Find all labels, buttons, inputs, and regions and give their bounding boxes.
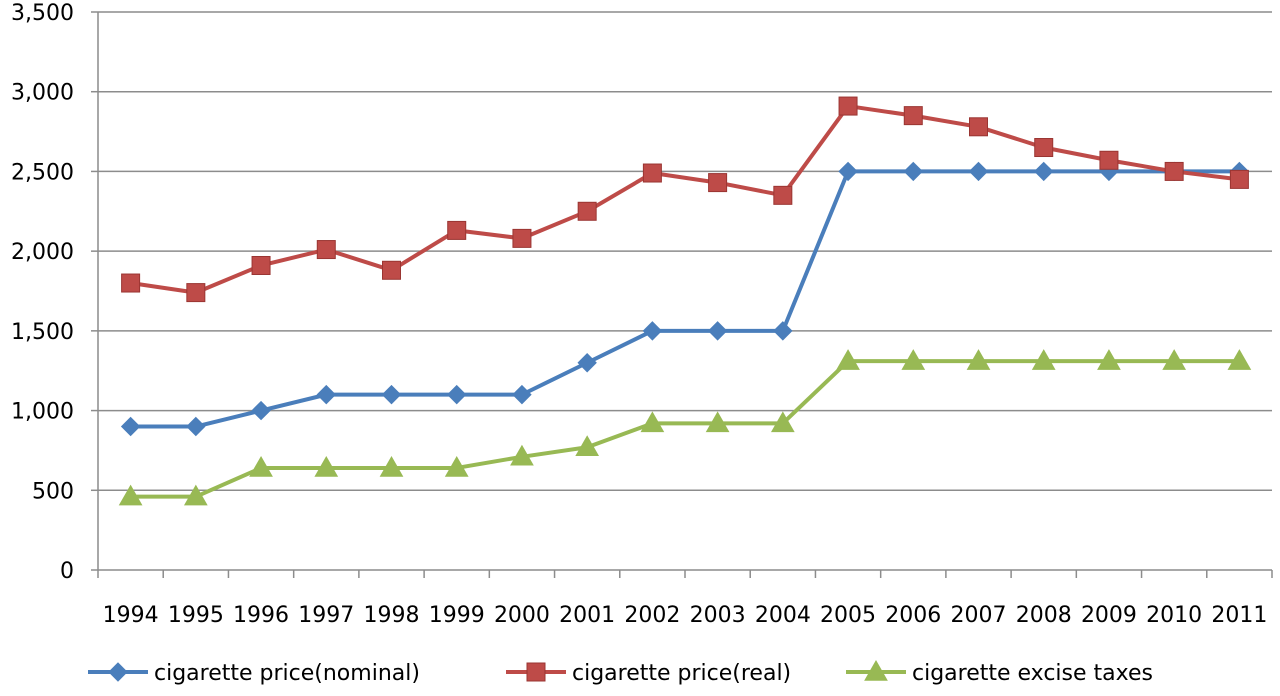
data-point (836, 349, 860, 370)
data-point (316, 384, 336, 405)
data-point (121, 273, 141, 293)
legend-label: cigarette excise taxes (912, 661, 1153, 686)
data-point (249, 455, 273, 477)
x-tick-label: 1999 (429, 603, 485, 628)
x-tick-labels: 1994 1995 1996 1997 1998 1999 2000 2001 2002 2003… (103, 603, 1268, 628)
data-point (1162, 349, 1187, 370)
x-tick-label: 1997 (298, 603, 354, 628)
data-point (1229, 169, 1249, 189)
y-tick-label: 1,000 (11, 400, 74, 425)
data-point (510, 444, 534, 466)
data-point (186, 416, 206, 437)
y-tick-labels: 0 500 1,000 1,500 2,000 2,500 3,000 3,500 (11, 1, 74, 584)
data-point (640, 411, 665, 433)
data-point (903, 106, 923, 126)
y-tick-label: 3,000 (11, 81, 74, 106)
data-point (642, 163, 662, 183)
data-point (381, 384, 402, 405)
data-point (575, 435, 600, 456)
data-point (969, 117, 988, 137)
legend-marker (526, 662, 546, 682)
data-point (707, 321, 728, 341)
x-tick-label: 2008 (1016, 603, 1072, 628)
legend: cigarette price(nominal) cigarette price(… (88, 659, 1153, 686)
data-point (577, 353, 597, 373)
x-tick-label: 2009 (1081, 603, 1137, 628)
gridlines (98, 11, 1272, 492)
data-point (186, 283, 206, 303)
legend-marker (108, 662, 128, 682)
axes (91, 11, 1273, 578)
data-point (642, 321, 663, 341)
data-point (773, 185, 793, 205)
y-tick-label: 2,000 (11, 240, 74, 265)
y-tick-label: 3,500 (11, 1, 74, 26)
data-point (120, 416, 141, 437)
series-line (130, 104, 1240, 295)
data-point (1034, 138, 1054, 158)
data-point (316, 240, 336, 260)
data-point (251, 400, 271, 421)
x-tick-label: 2004 (755, 603, 811, 628)
data-point (838, 161, 858, 182)
data-point (901, 349, 926, 370)
x-tick-label: 2007 (951, 603, 1007, 628)
data-point (903, 161, 923, 182)
data-point (382, 260, 401, 280)
y-tick-label: 2,500 (11, 160, 74, 185)
data-point (1031, 349, 1056, 370)
x-tick-label: 2000 (494, 603, 550, 628)
data-point (379, 455, 404, 477)
data-point (577, 201, 597, 221)
data-point (447, 384, 467, 405)
x-tick-label: 2005 (820, 603, 876, 628)
data-point (705, 411, 730, 433)
data-point (968, 161, 989, 182)
data-point (1164, 161, 1184, 181)
data-point (251, 255, 271, 275)
x-tick-label: 1998 (364, 603, 420, 628)
legend-label: cigarette price(nominal) (154, 661, 420, 686)
data-point (118, 484, 143, 506)
x-tick-label: 2010 (1146, 603, 1202, 628)
data-point (838, 96, 858, 116)
x-tick-label: 2006 (885, 603, 941, 628)
data-point (773, 321, 793, 341)
data-point (770, 411, 795, 433)
x-tick-label: 2003 (690, 603, 746, 628)
series-lines (130, 104, 1240, 499)
x-tick-label: 2002 (624, 603, 680, 628)
data-point (512, 384, 532, 405)
data-point (444, 455, 469, 477)
data-point (183, 484, 208, 506)
data-point (966, 349, 991, 370)
legend-marker (864, 659, 888, 681)
series-line (130, 359, 1240, 499)
x-tick-label: 1994 (103, 603, 159, 628)
x-tick-label: 1995 (168, 603, 224, 628)
legend-label: cigarette price(real) (572, 661, 791, 686)
data-point (1034, 161, 1054, 182)
y-tick-label: 500 (32, 479, 74, 504)
data-point (708, 173, 728, 193)
data-point (1099, 150, 1119, 170)
series-line (130, 169, 1240, 429)
x-tick-label: 2011 (1211, 603, 1267, 628)
series-markers (118, 96, 1252, 506)
data-point (512, 228, 532, 248)
x-tick-label: 1996 (233, 603, 289, 628)
y-tick-label: 0 (60, 559, 74, 584)
data-point (314, 455, 339, 477)
data-point (1227, 349, 1252, 370)
y-tick-label: 1,500 (11, 320, 74, 345)
data-point (447, 220, 467, 240)
x-tick-label: 2001 (559, 603, 615, 628)
data-point (1097, 349, 1121, 370)
